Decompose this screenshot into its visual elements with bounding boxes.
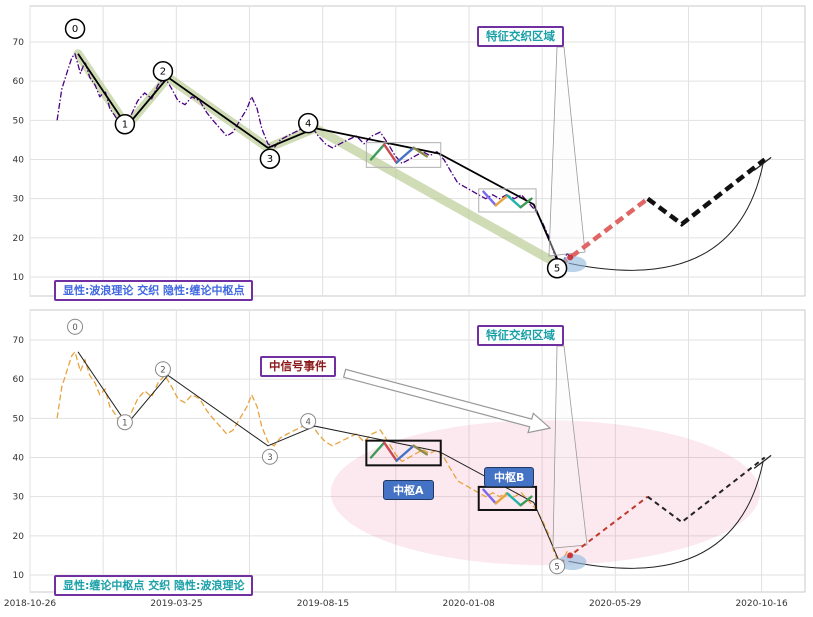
- wave-point-number: 0: [72, 24, 78, 35]
- price-line: [56, 351, 572, 564]
- pivot-a-label: 中枢A: [383, 480, 434, 500]
- mini-zigzag-segment: [382, 143, 398, 164]
- mini-zigzag-segment: [519, 495, 533, 507]
- feature-zone-cone: [552, 345, 588, 549]
- y-tick-label: 20: [13, 234, 25, 244]
- plot-area: [29, 309, 806, 593]
- pivot-box: [478, 188, 537, 213]
- mini-zigzag-segment: [412, 444, 428, 456]
- y-tick-label: 10: [13, 273, 25, 283]
- caption-top-panel: 显性:波浪理论 交织 隐性:缠论中枢点: [54, 280, 254, 301]
- y-tick-label: 50: [13, 116, 25, 126]
- wave-point-number: 4: [305, 417, 310, 427]
- mini-zigzag-segment: [382, 441, 398, 462]
- wave-point-5: [546, 258, 568, 279]
- wave-point-2: [154, 361, 171, 378]
- mini-zigzag-segment: [506, 492, 522, 507]
- wave-point-number: 5: [554, 563, 559, 573]
- wave-point-number: 2: [160, 366, 165, 376]
- wave-point-4: [300, 413, 317, 430]
- wave-point-number: 1: [122, 120, 128, 131]
- mini-zigzag-segment: [395, 146, 415, 164]
- mini-zigzag-segment: [482, 488, 497, 505]
- wave-point-2: [152, 61, 174, 82]
- pivot-b-label: 中枢B: [484, 467, 535, 487]
- wave-point-number: 0: [72, 323, 77, 333]
- y-tick-label: 40: [13, 454, 25, 464]
- projection-continuation: [646, 157, 767, 227]
- pivot-box: [365, 439, 442, 467]
- mini-zigzag-segment: [369, 143, 386, 161]
- wave-point-1: [114, 113, 136, 135]
- target-marker: [753, 156, 772, 171]
- mini-zigzag-segment: [482, 190, 497, 207]
- mini-zigzag-segment: [519, 197, 533, 209]
- signal-dot: [567, 552, 574, 559]
- caption-bottom-panel: 显性:缠论中枢点 交织 隐性:波浪理论: [54, 575, 254, 596]
- wave-point-number: 1: [122, 419, 127, 429]
- projection-rising: [558, 196, 650, 268]
- x-tick-label: 2019-08-15: [297, 599, 349, 609]
- feature-zone-label-bottom: 特征交织区域: [477, 325, 564, 346]
- y-tick-label: 20: [13, 532, 25, 542]
- mini-zigzag-segment: [412, 146, 428, 158]
- y-tick-label: 10: [13, 571, 25, 581]
- signal-dot: [567, 254, 574, 261]
- y-tick-label: 30: [13, 195, 25, 205]
- projection-rising: [559, 495, 649, 565]
- wave-point-1: [116, 414, 133, 431]
- wave-point-number: 3: [267, 453, 272, 463]
- y-tick-label: 30: [13, 493, 25, 503]
- low-point-ellipse: [558, 554, 587, 571]
- wave-line: [77, 351, 561, 564]
- wave-point-number: 4: [305, 118, 311, 129]
- wave-point-3: [261, 448, 278, 465]
- x-tick-label: 2020-10-16: [735, 599, 788, 609]
- highlight-ellipse: [330, 420, 761, 566]
- x-tick-label: 2018-10-26: [4, 599, 57, 609]
- x-tick-label: 2019-03-25: [150, 599, 202, 609]
- y-tick-label: 60: [13, 77, 25, 87]
- y-tick-label: 70: [13, 336, 25, 346]
- projection-arc: [568, 461, 764, 569]
- wave-point-number: 2: [160, 67, 166, 78]
- wave-point-0: [64, 18, 86, 39]
- feature-zone-label-top: 特征交织区域: [477, 26, 564, 47]
- wave-point-5: [549, 558, 566, 575]
- mini-zigzag-segment: [395, 444, 415, 462]
- mini-zigzag-segment: [494, 194, 509, 207]
- wave-point-number: 5: [554, 264, 560, 275]
- wave-point-number: 3: [267, 154, 273, 165]
- y-tick-label: 60: [13, 375, 25, 385]
- projection-arc: [568, 163, 764, 271]
- x-tick-label: 2020-01-08: [442, 599, 495, 609]
- y-tick-label: 40: [13, 156, 25, 166]
- panel-top: 10 20 30 40 50 60 70 0 1 2 3 4 5: [13, 5, 806, 297]
- y-tick-label: 70: [13, 38, 25, 48]
- wave-point-0: [67, 318, 84, 335]
- feature-zone-cone: [548, 46, 586, 257]
- grid: [29, 6, 805, 296]
- signal-event-arrow: [342, 368, 552, 434]
- mini-zigzag-segment: [494, 492, 509, 505]
- target-marker: [753, 454, 772, 469]
- wave-point-3: [259, 148, 281, 169]
- mini-zigzag-segment: [369, 441, 386, 459]
- wave-point-4: [297, 112, 319, 134]
- projection-continuation: [647, 456, 766, 524]
- y-tick-label: 50: [13, 414, 25, 424]
- wave-line: [77, 53, 561, 266]
- mini-zigzag-segment: [506, 194, 522, 209]
- x-tick-label: 2020-05-29: [589, 599, 642, 609]
- pivot-box: [365, 142, 442, 168]
- signal-event-label: 中信号事件: [260, 356, 336, 377]
